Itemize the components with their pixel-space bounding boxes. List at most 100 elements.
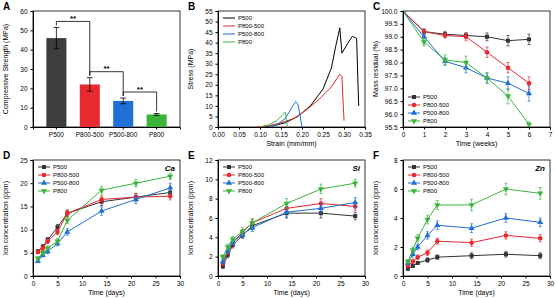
bar [80, 84, 100, 127]
tick-mark [550, 276, 551, 279]
tick: 0.30 [338, 127, 351, 138]
marker [133, 181, 139, 186]
legend-entry: P500 [408, 164, 438, 170]
tick-label: 99.0 [385, 33, 398, 40]
tick-label: 10 [79, 280, 87, 287]
tick-label: 0 [24, 124, 28, 131]
legend-entry: P500 [223, 164, 253, 170]
tick-mark [216, 218, 219, 219]
marker [421, 40, 427, 45]
error-bar [416, 262, 419, 265]
legend-entry: P800 [38, 188, 68, 194]
tick-mark [344, 127, 345, 130]
plot-area [46, 27, 166, 127]
tick: 20 [313, 276, 321, 287]
tick-label: 8 [394, 157, 398, 164]
error-bar [154, 113, 160, 115]
tick-label: 0 [217, 280, 221, 287]
series-line [38, 188, 170, 261]
tick: 20 [128, 276, 136, 287]
tick: 60 [20, 8, 33, 15]
marker [416, 261, 420, 265]
tick: 25 [152, 276, 160, 287]
marker [167, 174, 173, 179]
legend-line [223, 34, 235, 35]
axis-x: 01234567 [402, 127, 553, 138]
tick-label: 0.05 [233, 131, 246, 138]
tick-label: 30 [547, 280, 555, 287]
marker [434, 203, 440, 208]
tick: 4 [486, 127, 490, 138]
tick-label: 98.0 [385, 59, 398, 66]
tick-label: 15 [205, 92, 213, 99]
legend-entry: P800 [223, 188, 253, 194]
tick-label: 0.10 [254, 131, 267, 138]
tick: 10 [205, 102, 218, 109]
tick: 6 [528, 127, 532, 138]
error-bar [426, 250, 429, 256]
tick: 25 [205, 71, 218, 78]
error-bar [87, 78, 93, 92]
tick-mark [123, 127, 124, 130]
tick: 10 [20, 104, 33, 111]
plot-area [256, 28, 359, 127]
tick-label: P500 [49, 131, 65, 138]
tick-label: 0 [24, 273, 28, 280]
tick-label: 50 [20, 27, 28, 34]
tick-mark [323, 127, 324, 130]
panel: 0510152025051015202530Time (days)Ion con… [2, 157, 184, 297]
error-bar [36, 250, 39, 254]
tick-label: 5 [24, 249, 28, 256]
legend-marker [226, 179, 232, 184]
annotation: Si [352, 164, 360, 173]
plot-frame [403, 11, 550, 127]
tick-label: 6 [209, 215, 213, 222]
tick: 0 [402, 127, 406, 138]
tick: 0.35 [359, 127, 372, 138]
series-line [260, 112, 287, 127]
tick-mark [218, 127, 219, 130]
tick-label: 0 [209, 124, 213, 131]
tick-label: 25 [522, 280, 530, 287]
series-line [38, 176, 170, 258]
axis-line [401, 12, 404, 128]
tick-label: 25 [205, 71, 213, 78]
marker [168, 194, 173, 199]
tick-label: 0.35 [359, 131, 372, 138]
tick: 10 [264, 276, 272, 287]
error-bar [465, 33, 468, 41]
tick-label: P800 [149, 131, 165, 138]
tick-mark [401, 114, 404, 115]
marker [410, 248, 416, 253]
tick-label: 20 [205, 81, 213, 88]
tick: 10 [205, 176, 218, 183]
tick-mark [401, 63, 404, 64]
error-bar [36, 250, 39, 254]
marker [55, 230, 60, 235]
plot-frame [33, 11, 180, 127]
panel: 0102030405060P500P800-500P500-800P800Com… [2, 8, 181, 139]
axis-line [219, 128, 366, 130]
axis-line [404, 277, 551, 279]
plot-frame [33, 160, 180, 276]
tick: 30 [20, 66, 33, 73]
tick-label: 100.0 [381, 8, 398, 15]
plot-area [220, 179, 358, 268]
tick-mark [107, 276, 108, 279]
tick: 30 [362, 276, 370, 287]
marker [36, 249, 40, 253]
tick: 50 [20, 27, 33, 34]
legend-marker [411, 109, 417, 114]
marker [411, 264, 415, 268]
error-bar [66, 210, 69, 216]
axis-y: 95.596.096.597.097.598.098.599.099.5100.… [381, 8, 403, 131]
y-axis-title: Stress (MPa) [187, 49, 195, 90]
tick: 97.0 [385, 85, 403, 92]
tick-mark [401, 127, 404, 128]
tick: 5 [507, 127, 511, 138]
marker [422, 30, 426, 34]
series-line [223, 213, 355, 266]
marker [249, 221, 255, 226]
tick-mark [401, 11, 404, 12]
tick-label: 10 [20, 104, 28, 111]
